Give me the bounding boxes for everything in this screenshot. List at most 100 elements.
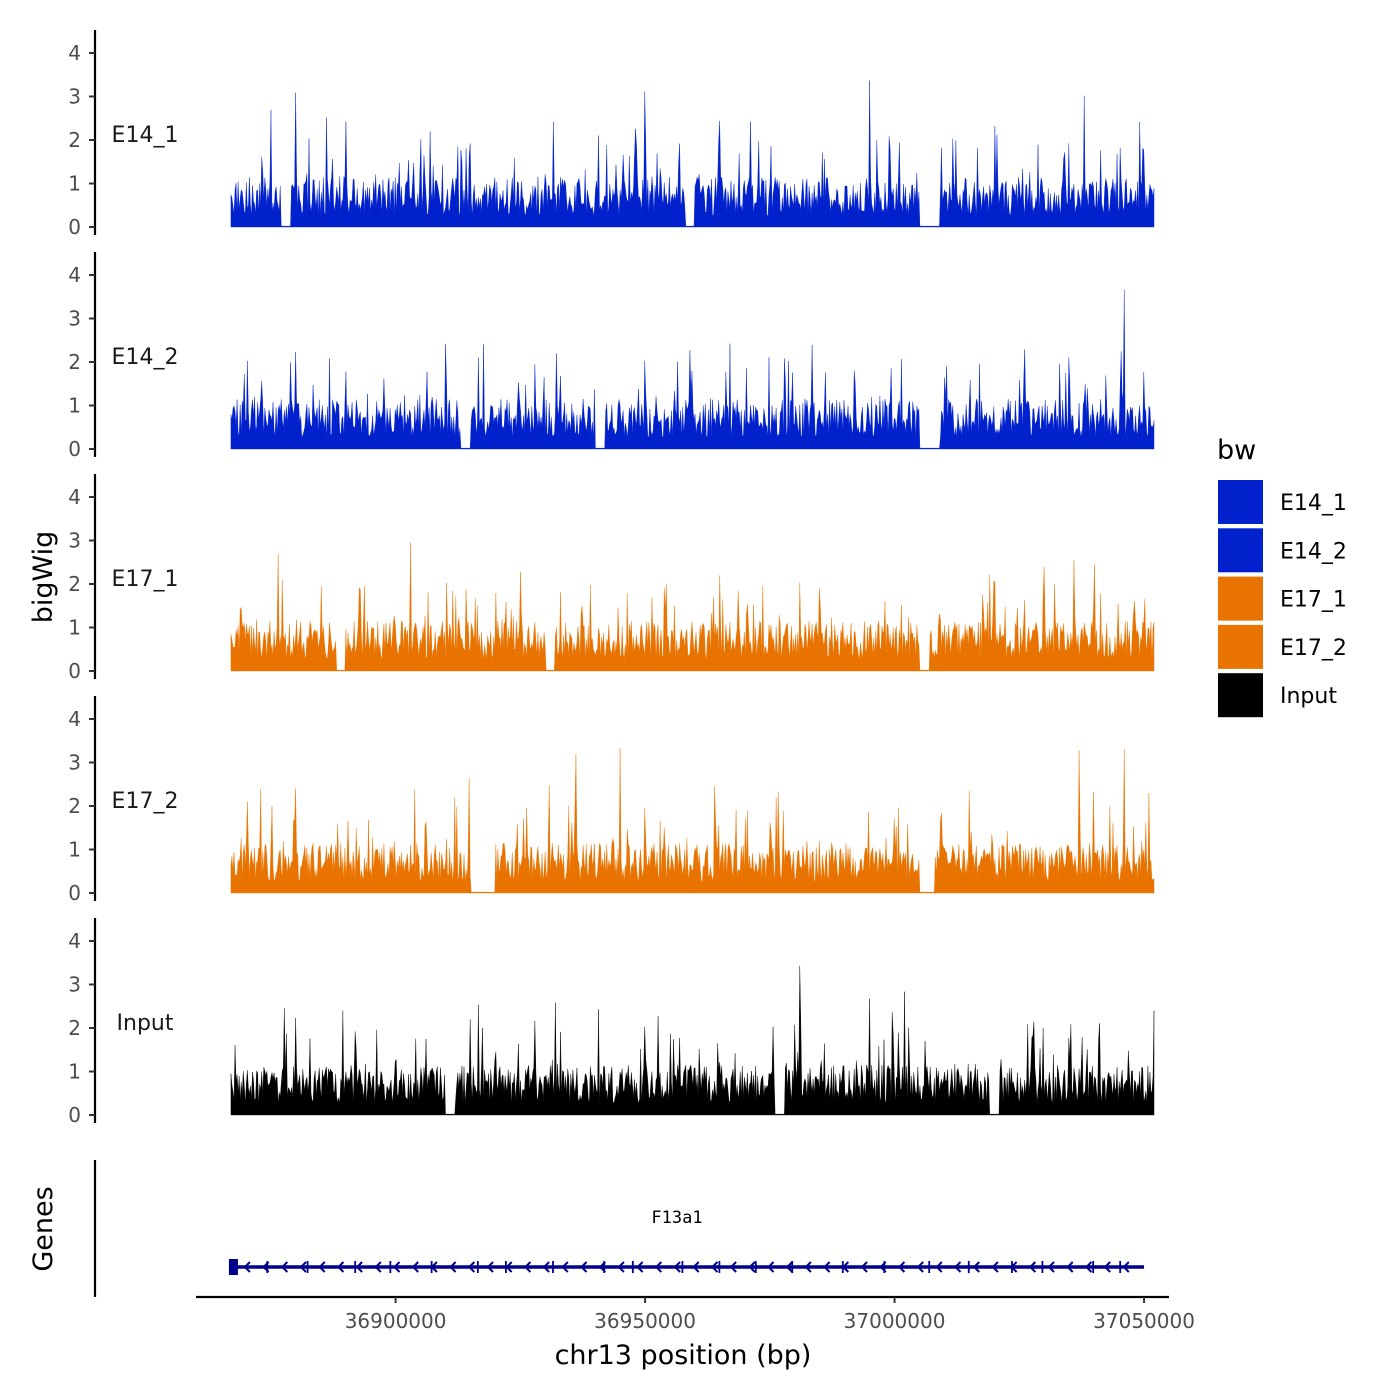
- gene-exon: [228, 1259, 238, 1275]
- y-tick-label: 0: [68, 1103, 81, 1127]
- strand-arrow: [374, 1261, 382, 1273]
- strand-arrow: [1103, 1261, 1111, 1273]
- y-tick-label: 2: [68, 1016, 81, 1040]
- y-tick-label: 3: [68, 85, 81, 109]
- strand-arrow: [673, 1261, 681, 1273]
- strand-arrow: [580, 1261, 588, 1273]
- legend: bw E14_1 E14_2 E17_1 E17_2 Input: [1217, 435, 1347, 718]
- x-tick-label: 36950000: [594, 1309, 696, 1333]
- strand-arrow: [767, 1261, 775, 1273]
- gene-exon: [631, 1261, 634, 1273]
- area-Input: [230, 965, 1155, 1116]
- gene-exon: [754, 1261, 757, 1273]
- legend-swatch-Input: [1218, 673, 1263, 718]
- strand-arrow: [1028, 1261, 1037, 1273]
- gene-exon: [306, 1261, 309, 1273]
- y-tick-label: 4: [68, 263, 81, 287]
- legend-swatch-E14_2: [1218, 528, 1263, 573]
- strand-arrow: [898, 1261, 906, 1273]
- x-tick-label: 36900000: [345, 1309, 447, 1333]
- strand-arrow: [841, 1261, 850, 1273]
- legend-swatch-E14_1: [1218, 480, 1263, 524]
- strand-arrow: [748, 1261, 756, 1273]
- strand-arrow: [1066, 1261, 1074, 1273]
- strand-arrow: [1047, 1261, 1055, 1273]
- strand-arrow: [785, 1261, 793, 1273]
- strand-arrow: [1122, 1261, 1130, 1273]
- strand-arrow: [991, 1261, 999, 1273]
- y-tick-label: 2: [68, 794, 81, 818]
- y-tick-label: 1: [68, 616, 81, 640]
- y-tick-label: 1: [68, 172, 81, 196]
- y-tick-label: 1: [68, 394, 81, 418]
- y-tick-label: 4: [68, 41, 81, 65]
- strand-arrow: [280, 1261, 289, 1273]
- gene-exon: [681, 1261, 684, 1273]
- gene-exon: [928, 1261, 931, 1273]
- y-tick-label: 0: [68, 215, 81, 239]
- strand-arrow: [318, 1261, 326, 1273]
- strand-arrow: [486, 1261, 494, 1273]
- strand-arrow: [729, 1261, 737, 1273]
- strand-arrow: [243, 1261, 251, 1273]
- gene-exon: [603, 1261, 606, 1273]
- strand-arrow: [598, 1261, 606, 1273]
- x-axis: 36900000 36950000 37000000 37050000: [196, 1295, 1195, 1333]
- y-tick-label: 3: [68, 973, 81, 997]
- facet-label-Input: Input: [117, 1011, 174, 1036]
- strand-arrow: [411, 1261, 419, 1273]
- x-tick-label: 37000000: [844, 1309, 946, 1333]
- strand-arrow: [299, 1261, 307, 1273]
- y-tick-label: 2: [68, 572, 81, 596]
- y-tick-label: 3: [68, 529, 81, 553]
- bigwig-tracks: 0 1 2 3 4 E14_1 0 1 2 3 4 E14_2 0 1 2 3 4 E17_1 0 1 2 3 4 E17_2…: [68, 30, 1155, 1127]
- strand-arrow: [711, 1261, 719, 1273]
- gene-exon: [1119, 1261, 1122, 1273]
- x-axis-title: chr13 position (bp): [555, 1340, 812, 1371]
- legend-label-Input: Input: [1280, 684, 1337, 709]
- legend-label-E17_2: E17_2: [1280, 636, 1347, 661]
- track-E17_2: 0 1 2 3 4 E17_2: [68, 696, 1155, 905]
- gene-exon: [967, 1261, 970, 1273]
- y-tick-label: 1: [68, 838, 81, 862]
- strand-arrow: [524, 1261, 532, 1273]
- gene-exon: [1041, 1261, 1044, 1273]
- area-E17_2: [230, 748, 1155, 894]
- strand-arrow: [823, 1261, 831, 1273]
- track-Input: 0 1 2 3 4 Input: [68, 918, 1155, 1127]
- strand-arrow: [916, 1261, 924, 1273]
- y-tick-label: 2: [68, 128, 81, 152]
- strand-arrow: [654, 1261, 663, 1273]
- strand-arrow: [1085, 1261, 1093, 1273]
- strand-arrow: [692, 1261, 700, 1273]
- y-tick-label: 2: [68, 350, 81, 374]
- area-E17_1: [230, 542, 1155, 672]
- gene-exon: [266, 1261, 269, 1273]
- facet-label-E14_1: E14_1: [112, 123, 179, 148]
- gene-exon: [552, 1261, 554, 1273]
- genes-panel-title: Genes: [28, 1186, 59, 1271]
- area-E14_1: [230, 80, 1155, 228]
- strand-arrow: [860, 1261, 868, 1273]
- track-E14_2: 0 1 2 3 4 E14_2: [68, 252, 1155, 461]
- legend-swatch-E17_1: [1218, 576, 1263, 621]
- strand-arrow: [337, 1261, 345, 1273]
- strand-arrow: [879, 1261, 887, 1273]
- track-E17_1: 0 1 2 3 4 E17_1: [68, 474, 1155, 683]
- y-tick-label: 0: [68, 437, 81, 461]
- y-tick-label: 3: [68, 751, 81, 775]
- facet-label-E17_1: E17_1: [112, 567, 179, 592]
- legend-label-E17_1: E17_1: [1280, 588, 1347, 613]
- strand-arrow: [542, 1261, 550, 1273]
- strand-arrow: [262, 1261, 270, 1273]
- strand-arrow: [954, 1261, 962, 1273]
- genes-panel: F13a1: [93, 1160, 1145, 1297]
- y-tick-label: 1: [68, 1060, 81, 1084]
- track-E14_1: 0 1 2 3 4 E14_1: [68, 30, 1155, 239]
- strand-arrow: [617, 1261, 625, 1273]
- gene-exon: [883, 1261, 886, 1273]
- y-tick-label: 4: [68, 929, 81, 953]
- gene-exon: [354, 1261, 357, 1273]
- strand-arrow: [972, 1261, 980, 1273]
